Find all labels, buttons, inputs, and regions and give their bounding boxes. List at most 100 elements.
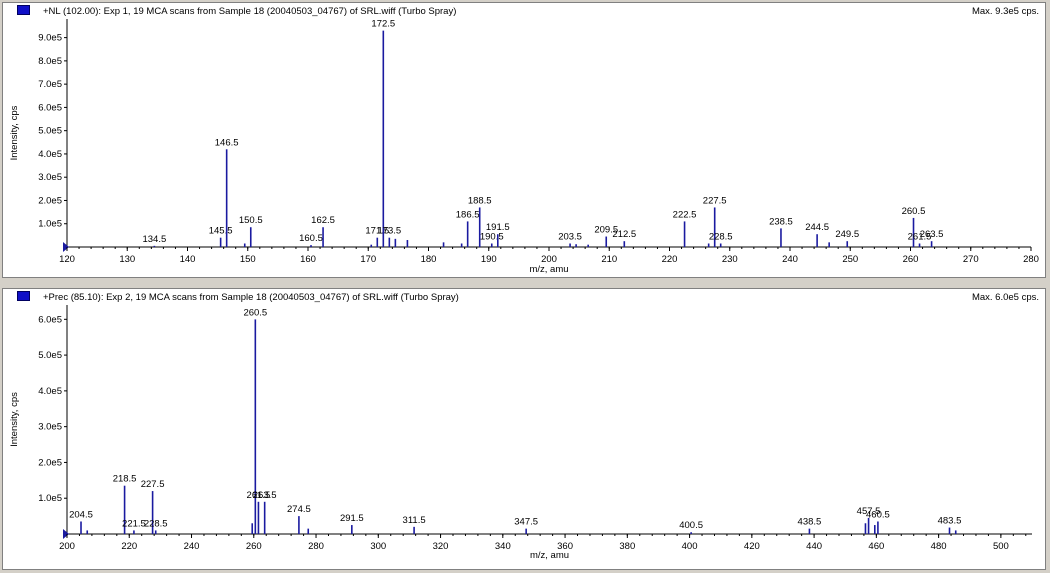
y-tick-label: 6.0e5 <box>38 314 62 325</box>
peak-label: 188.5 <box>468 195 492 206</box>
max-intensity: Max. 9.3e5 cps. <box>971 6 1039 17</box>
peak-label: 460.5 <box>866 509 890 520</box>
y-tick-label: 3.0e5 <box>38 172 62 183</box>
axis-origin-marker <box>63 529 69 539</box>
peak-label: 263.5 <box>920 229 944 240</box>
peak-label: 160.5 <box>299 233 323 244</box>
peak-label: 172.5 <box>371 19 395 30</box>
peak-label: 249.5 <box>835 229 859 240</box>
peak-label: 238.5 <box>769 216 793 227</box>
spectrum-chart-1[interactable]: 120 130 140 150 160 170 180 190 200 210 220 230 240 2… <box>3 3 1045 277</box>
x-tick-label: 200 <box>59 541 75 552</box>
pane-splitter[interactable] <box>0 279 1050 287</box>
peak-label: 204.5 <box>69 509 93 520</box>
peak-label: 218.5 <box>113 474 137 485</box>
spectrum-chart-2[interactable]: 200 220 240 260 280 300 320 340 360 380 400 420 440 4… <box>3 289 1045 569</box>
x-tick-label: 340 <box>495 541 511 552</box>
x-tick-label: 260 <box>246 541 262 552</box>
peak-label: 457.5 <box>857 506 881 517</box>
x-tick-label: 260 <box>903 254 919 265</box>
x-tick-label: 140 <box>180 254 196 265</box>
peak-label: 190.5 <box>480 232 504 243</box>
x-tick-label: 200 <box>541 254 557 265</box>
x-tick-label: 320 <box>433 541 449 552</box>
x-tick-label: 280 <box>1023 254 1039 265</box>
peak-label: 347.5 <box>514 517 538 528</box>
peak-label: 438.5 <box>798 517 822 528</box>
peak-label: 291.5 <box>340 513 364 524</box>
y-tick-label: 5.0e5 <box>38 350 62 361</box>
x-tick-label: 460 <box>868 541 884 552</box>
axis-origin-marker <box>63 242 69 252</box>
max-intensity: Max. 6.0e5 cps. <box>971 292 1039 303</box>
y-tick-label: 6.0e5 <box>38 102 62 113</box>
y-tick-label: 4.0e5 <box>38 149 62 160</box>
x-tick-label: 240 <box>184 541 200 552</box>
peak-label: 274.5 <box>287 504 311 515</box>
x-tick-label: 280 <box>308 541 324 552</box>
peak-label: 146.5 <box>215 137 239 148</box>
x-tick-label: 150 <box>240 254 256 265</box>
y-tick-label: 9.0e5 <box>38 33 62 44</box>
x-tick-label: 480 <box>931 541 947 552</box>
peak-label: 263.5 <box>253 490 277 501</box>
y-tick-label: 8.0e5 <box>38 56 62 67</box>
peak-label: 221.5 <box>122 518 146 529</box>
peak-label: 311.5 <box>403 515 426 526</box>
x-tick-label: 130 <box>119 254 135 265</box>
x-axis-label: m/z, amu <box>529 264 568 275</box>
peak-label: 150.5 <box>239 215 263 226</box>
x-tick-label: 400 <box>682 541 698 552</box>
y-axis-label: Intensity, cps <box>9 392 20 447</box>
peak-label: 260.5 <box>902 206 926 217</box>
spectrum-panel-2: +Prec (85.10): Exp 2, 19 MCA scans from … <box>2 288 1046 570</box>
panel-title: +NL (102.00): Exp 1, 19 MCA scans from S… <box>43 6 457 17</box>
peak-label: 134.5 <box>142 234 166 245</box>
x-tick-label: 300 <box>370 541 386 552</box>
y-axis-label: Intensity, cps <box>9 105 20 160</box>
peak-label: 203.5 <box>558 232 582 243</box>
peak-label: 209.5 <box>594 225 618 236</box>
y-tick-label: 3.0e5 <box>38 422 62 433</box>
y-tick-label: 2.0e5 <box>38 195 62 206</box>
peak-label: 261.5 <box>247 490 271 501</box>
x-tick-label: 380 <box>619 541 635 552</box>
x-tick-label: 160 <box>300 254 316 265</box>
panel-header: +NL (102.00): Exp 1, 19 MCA scans from S… <box>3 3 1045 20</box>
peak-label: 173.5 <box>377 226 401 237</box>
panel-title: +Prec (85.10): Exp 2, 19 MCA scans from … <box>43 292 459 303</box>
peak-label: 191.5 <box>486 222 510 233</box>
peak-label: 400.5 <box>679 520 703 531</box>
x-tick-label: 220 <box>121 541 137 552</box>
peak-label: 244.5 <box>805 222 829 233</box>
y-tick-label: 1.0e5 <box>38 493 62 504</box>
x-tick-label: 190 <box>481 254 497 265</box>
peak-label: 171.5 <box>365 226 389 237</box>
peak-label: 162.5 <box>311 215 335 226</box>
x-tick-label: 250 <box>842 254 858 265</box>
peak-label: 261.5 <box>908 232 932 243</box>
peak-label: 228.5 <box>709 232 733 243</box>
y-tick-label: 4.0e5 <box>38 386 62 397</box>
panel-icon[interactable] <box>17 291 30 301</box>
x-tick-label: 220 <box>662 254 678 265</box>
peak-label: 227.5 <box>141 479 165 490</box>
x-tick-label: 170 <box>360 254 376 265</box>
x-tick-label: 440 <box>806 541 822 552</box>
x-tick-label: 360 <box>557 541 573 552</box>
y-tick-label: 2.0e5 <box>38 457 62 468</box>
peak-label: 483.5 <box>938 516 962 527</box>
x-tick-label: 420 <box>744 541 760 552</box>
y-tick-label: 1.0e5 <box>38 219 62 230</box>
panel-icon[interactable] <box>17 5 30 15</box>
x-tick-label: 270 <box>963 254 979 265</box>
x-tick-label: 210 <box>601 254 617 265</box>
peak-label: 145.5 <box>209 226 233 237</box>
panel-header: +Prec (85.10): Exp 2, 19 MCA scans from … <box>3 289 1045 306</box>
y-tick-label: 7.0e5 <box>38 79 62 90</box>
x-tick-label: 120 <box>59 254 75 265</box>
x-tick-label: 240 <box>782 254 798 265</box>
x-tick-label: 230 <box>722 254 738 265</box>
peak-label: 228.5 <box>144 518 168 529</box>
peak-label: 222.5 <box>673 209 697 220</box>
